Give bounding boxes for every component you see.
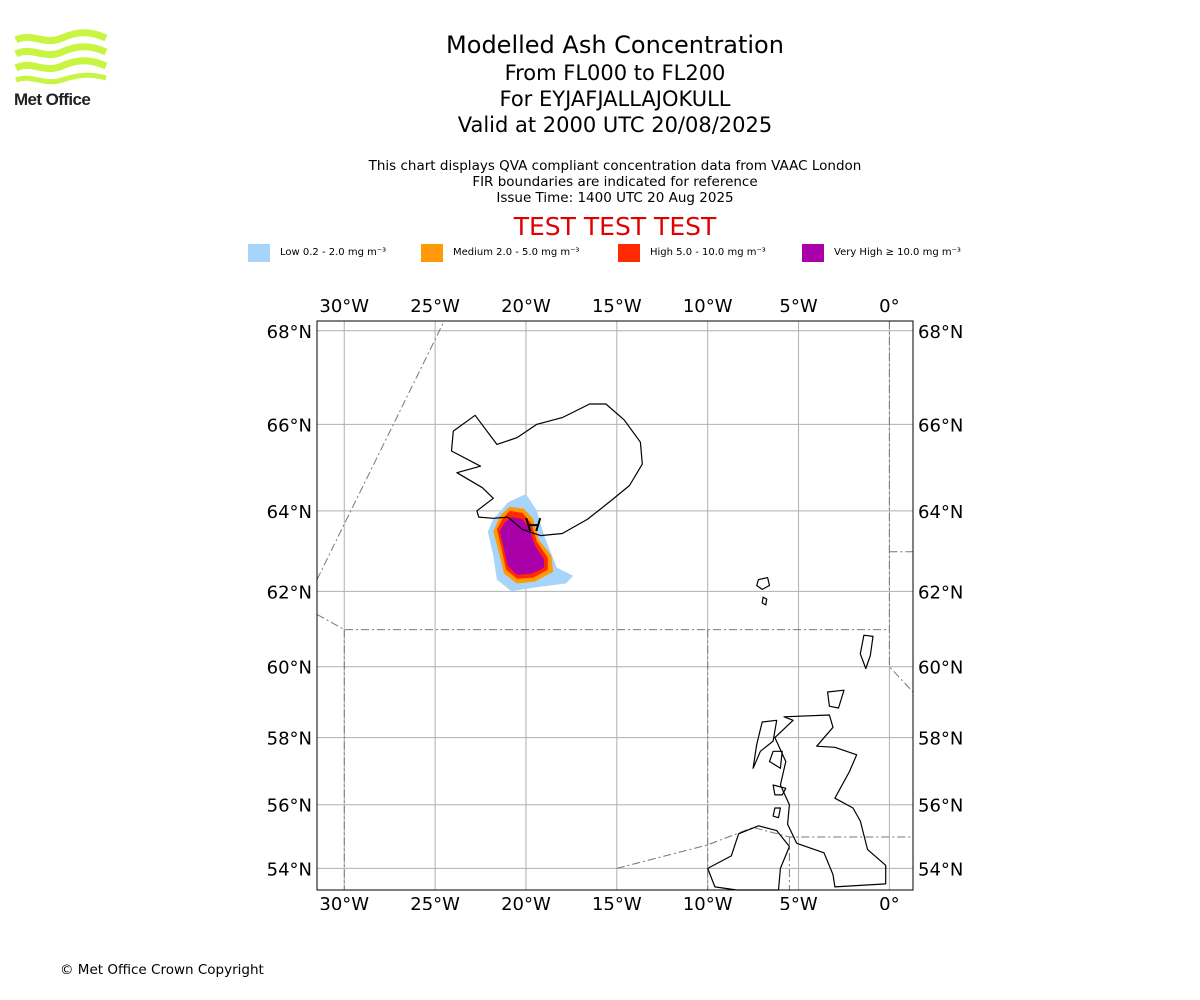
ash-area-very-high (499, 517, 545, 575)
legend-label-medium: Medium 2.0 - 5.0 mg m⁻³ (453, 247, 580, 258)
lat-tick-label: 68°N (918, 322, 963, 343)
legend-label-very-high: Very High ≥ 10.0 mg m⁻³ (834, 247, 961, 258)
lon-tick-label: 0° (879, 296, 899, 317)
logo-text: Met Office (14, 90, 91, 109)
lat-tick-label: 56°N (918, 796, 963, 817)
subtitle-flight-levels: From FL000 to FL200 (504, 61, 726, 85)
lat-tick-label: 60°N (918, 658, 963, 679)
chart-title: Modelled Ash Concentration (446, 31, 784, 59)
subtitle-valid-time: Valid at 2000 UTC 20/08/2025 (457, 113, 773, 137)
coastline-iceland (450, 403, 643, 537)
legend-label-high: High 5.0 - 10.0 mg m⁻³ (650, 247, 766, 258)
lat-tick-label: 62°N (267, 582, 312, 603)
lon-tick-label: 20°W (501, 296, 551, 317)
axis-labels: 30°W 30°W 25°W 25°W 20°W 20°W 15°W 15°W 10°W 10°W… (267, 296, 964, 910)
lon-tick-label: 10°W (683, 296, 733, 317)
note-fir: FIR boundaries are indicated for referen… (472, 174, 758, 190)
coastline-faroe-islands (761, 596, 768, 606)
lon-tick-label: 30°W (319, 894, 369, 910)
lat-tick-label: 64°N (267, 502, 312, 523)
coastline-orkney (826, 689, 845, 709)
lat-tick-label: 58°N (918, 729, 963, 750)
legend-swatch-low (248, 244, 270, 262)
lon-tick-label: 5°W (779, 296, 817, 317)
volcano (525, 517, 542, 532)
fir-boundaries (316, 320, 914, 890)
coastline-ireland (707, 825, 791, 891)
lat-tick-label: 54°N (918, 859, 963, 880)
lat-tick-label: 66°N (918, 415, 963, 436)
coastline-hebrides (752, 719, 778, 769)
lon-tick-label: 25°W (410, 894, 460, 910)
lat-tick-label: 68°N (267, 322, 312, 343)
lon-tick-label: 30°W (319, 296, 369, 317)
coastline-great-britain (774, 714, 887, 888)
fir-boundary-line (888, 321, 914, 693)
legend-label-low: Low 0.2 - 2.0 mg m⁻³ (280, 247, 387, 258)
legend-swatch-high (618, 244, 640, 262)
lon-tick-label: 10°W (683, 894, 733, 910)
lon-tick-label: 15°W (592, 894, 642, 910)
map-frame (316, 320, 914, 891)
lon-tick-label: 15°W (592, 296, 642, 317)
map-background (317, 321, 913, 890)
lat-tick-label: 62°N (918, 582, 963, 603)
lon-tick-label: 20°W (501, 894, 551, 910)
lat-tick-label: 60°N (267, 658, 312, 679)
coastline-faroe-islands (756, 577, 771, 590)
note-issue-time: Issue Time: 1400 UTC 20 Aug 2025 (496, 190, 734, 206)
ash-concentration-map: 30°W 30°W 25°W 25°W 20°W 20°W 15°W 15°W 10°W 10°W… (267, 296, 964, 910)
legend-swatch-medium (421, 244, 443, 262)
coastline-shetland (859, 634, 874, 670)
coastline-hebrides (772, 784, 787, 796)
met-office-logo: Met Office (14, 28, 109, 112)
lat-tick-label: 56°N (267, 796, 312, 817)
note-qva: This chart displays QVA compliant concen… (368, 158, 862, 174)
subtitle-volcano: For EYJAFJALLAJOKULL (499, 87, 731, 111)
lon-tick-label: 0° (879, 894, 899, 910)
volcano-marker-icon (525, 517, 542, 532)
lat-tick-label: 66°N (267, 415, 312, 436)
coastline-hebrides (772, 807, 782, 819)
chart-titles: Modelled Ash Concentration From FL000 to… (315, 30, 915, 138)
legend-swatch-very-high (802, 244, 824, 262)
lat-tick-label: 58°N (267, 729, 312, 750)
chart-notes: This chart displays QVA compliant concen… (315, 158, 915, 206)
lat-tick-label: 54°N (267, 859, 312, 880)
copyright: © Met Office Crown Copyright (60, 962, 264, 978)
coastlines (450, 403, 887, 891)
test-banner: TEST TEST TEST (513, 212, 717, 241)
met-office-waves-icon (14, 29, 108, 85)
lon-tick-label: 5°W (779, 894, 817, 910)
coastline-hebrides (768, 750, 783, 769)
lon-tick-label: 25°W (410, 296, 460, 317)
fir-boundary-line (316, 320, 445, 580)
lat-tick-label: 64°N (918, 502, 963, 523)
